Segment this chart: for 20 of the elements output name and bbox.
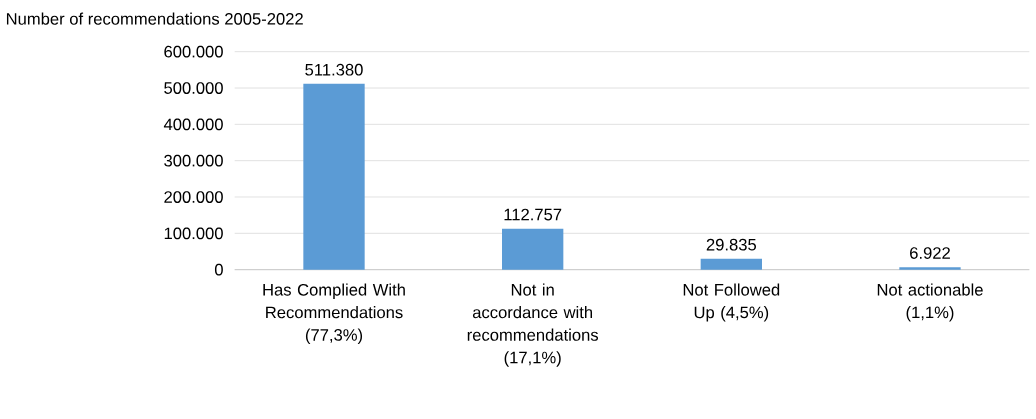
bar xyxy=(899,267,961,270)
data-label: 29.835 xyxy=(706,238,757,251)
data-label: 112.757 xyxy=(504,208,562,221)
bar xyxy=(700,258,762,270)
x-tick-label: Not Followed Up (4,5%) xyxy=(683,283,780,322)
x-tick-label: Has Complied With Recommendations (77,3%) xyxy=(263,283,405,345)
y-tick-label: 500.000 xyxy=(164,82,223,95)
y-tick-label: 0 xyxy=(214,263,223,276)
y-tick-label: 300.000 xyxy=(164,154,223,167)
y-tick-label: 100.000 xyxy=(164,227,223,240)
y-tick-label: 400.000 xyxy=(163,118,223,131)
bar xyxy=(303,84,365,270)
data-label: 511.380 xyxy=(305,64,363,76)
y-tick-label: 200.000 xyxy=(164,191,223,204)
chart-title: Number of recommendations 2005-2022 xyxy=(6,12,303,25)
data-label: 6.922 xyxy=(910,247,950,260)
x-tick-label: Not actionable (1,1%) xyxy=(877,283,983,322)
bar xyxy=(502,228,564,270)
x-tick-label: Not in accordance with recommendations (17,1%) xyxy=(467,283,599,367)
y-tick-label: 600.000 xyxy=(164,45,223,58)
